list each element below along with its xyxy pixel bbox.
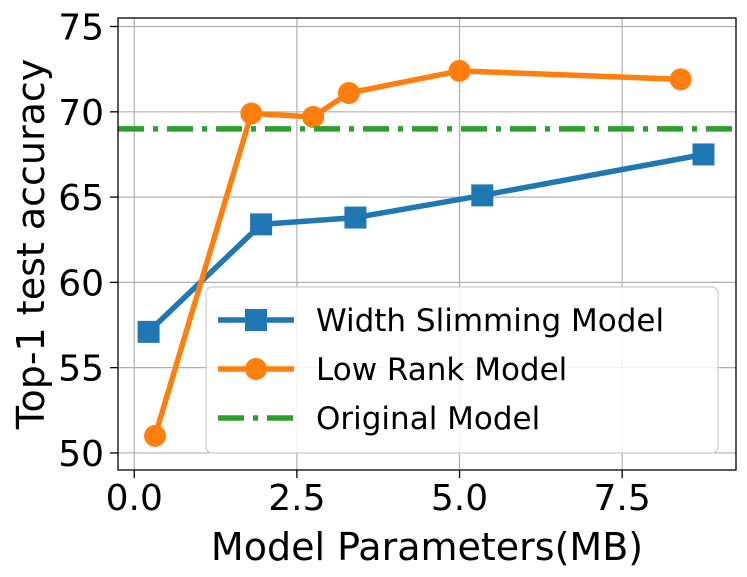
y-tick-label: 65 bbox=[58, 178, 104, 219]
x-tick-label: 7.5 bbox=[594, 478, 651, 519]
y-tick-label: 50 bbox=[58, 434, 104, 475]
series-1 bbox=[144, 59, 692, 447]
data-point bbox=[250, 213, 273, 236]
y-tick-label: 70 bbox=[58, 93, 104, 134]
legend-box bbox=[205, 286, 719, 454]
legend-label: Original Model bbox=[316, 401, 540, 437]
y-axis-title: Top-1 test accuracy bbox=[9, 59, 53, 431]
data-point bbox=[669, 68, 692, 91]
data-point bbox=[144, 424, 167, 447]
data-point bbox=[240, 102, 263, 125]
x-tick-label: 5.0 bbox=[431, 478, 488, 519]
y-tick-label: 55 bbox=[58, 349, 104, 390]
x-tick-label: 0.0 bbox=[106, 478, 163, 519]
legend-item: Low Rank Model bbox=[218, 352, 567, 388]
legend-marker bbox=[245, 358, 267, 380]
series-layer bbox=[118, 59, 736, 447]
legend-label: Width Slimming Model bbox=[316, 303, 664, 339]
data-point bbox=[302, 105, 325, 128]
x-tick-label: 2.5 bbox=[268, 478, 325, 519]
legend-marker bbox=[245, 309, 267, 331]
legend-item: Width Slimming Model bbox=[218, 303, 664, 339]
data-point bbox=[337, 82, 360, 105]
data-point bbox=[137, 320, 160, 343]
data-point bbox=[692, 143, 715, 166]
data-point bbox=[471, 184, 494, 207]
legend: Width Slimming Model Low Rank Model Origin… bbox=[205, 286, 719, 454]
y-tick-label: 60 bbox=[58, 263, 104, 304]
legend-item: Original Model bbox=[218, 401, 540, 437]
data-point bbox=[344, 206, 367, 229]
ticks: 0.0 2.5 5.0 7.5 50 55 60 65 70 75 bbox=[58, 8, 651, 519]
y-tick-label: 75 bbox=[58, 8, 104, 49]
x-axis-title: Model Parameters(MB) bbox=[211, 525, 643, 569]
data-point bbox=[448, 59, 471, 82]
series-0 bbox=[137, 143, 715, 343]
series-line bbox=[152, 68, 681, 437]
legend-label: Low Rank Model bbox=[316, 352, 567, 388]
plot-area-frame bbox=[117, 17, 737, 471]
